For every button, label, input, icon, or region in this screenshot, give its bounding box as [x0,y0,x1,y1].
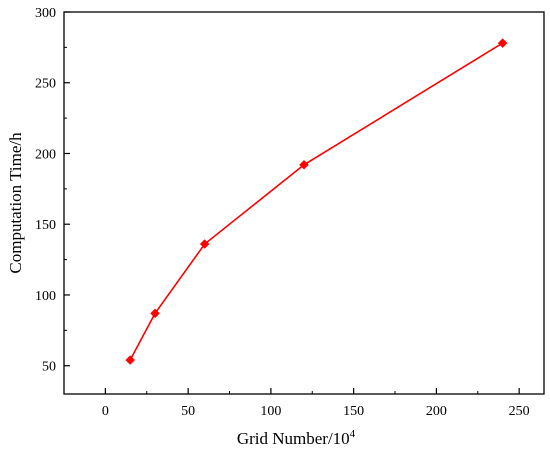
data-point [299,159,309,170]
x-tick-label: 150 [343,404,364,419]
y-axis: 50 100 150 200 250 300 [35,6,70,375]
data-point [199,239,210,249]
x-tick-label: 250 [509,404,530,419]
x-tick-label: 200 [426,404,447,419]
data-point [150,308,160,319]
x-axis-title: Grid Number/104 [237,428,356,448]
y-tick-label: 150 [35,218,56,233]
x-tick-label: 100 [260,404,281,419]
y-tick-label: 50 [42,360,56,375]
y-axis-title: Computation Time/h [6,132,25,274]
y-tick-label: 250 [35,77,56,92]
x-tick-label: 50 [181,404,195,419]
data-point [497,38,508,48]
y-tick-label: 200 [35,147,56,162]
data-point [125,355,136,365]
plot-frame [63,11,545,395]
x-axis: 0 50 100 150 200 250 [102,388,530,419]
series-group [125,38,508,365]
x-tick-label: 0 [102,404,109,419]
y-tick-label: 100 [35,289,56,304]
y-tick-label: 300 [35,6,56,21]
